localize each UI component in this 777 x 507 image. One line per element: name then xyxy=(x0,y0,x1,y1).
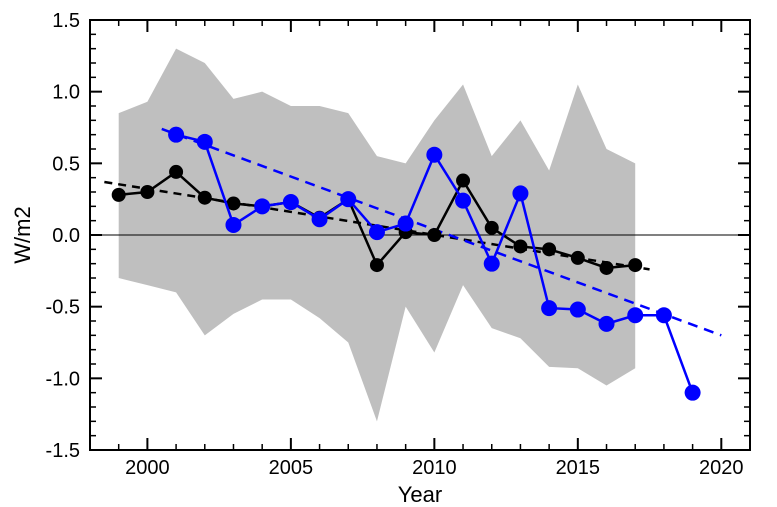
black-series-marker xyxy=(571,251,585,265)
black-series-marker xyxy=(370,258,384,272)
blue-series-marker xyxy=(455,193,471,209)
blue-series-marker xyxy=(168,127,184,143)
blue-series-marker xyxy=(340,191,356,207)
blue-series-marker xyxy=(599,316,615,332)
blue-series-marker xyxy=(627,307,643,323)
blue-series-marker xyxy=(426,147,442,163)
blue-series-marker xyxy=(312,211,328,227)
x-tick-label: 2015 xyxy=(556,457,601,479)
x-tick-label: 2010 xyxy=(412,457,457,479)
blue-series-marker xyxy=(197,134,213,150)
black-series-marker xyxy=(112,188,126,202)
blue-series-marker xyxy=(541,300,557,316)
y-tick-label: 0.0 xyxy=(52,225,80,247)
black-series-marker xyxy=(542,242,556,256)
y-tick-label: -0.5 xyxy=(46,297,80,319)
x-tick-label: 2005 xyxy=(269,457,314,479)
black-series-marker xyxy=(600,261,614,275)
blue-series-marker xyxy=(656,307,672,323)
y-tick-label: -1.0 xyxy=(46,368,80,390)
black-series-marker xyxy=(485,221,499,235)
blue-series-marker xyxy=(225,217,241,233)
black-series-marker xyxy=(198,191,212,205)
x-axis-label: Year xyxy=(398,482,442,507)
blue-series-marker xyxy=(512,185,528,201)
blue-series-marker xyxy=(283,194,299,210)
y-tick-label: 0.5 xyxy=(52,153,80,175)
black-series-marker xyxy=(427,228,441,242)
y-tick-label: 1.0 xyxy=(52,82,80,104)
y-axis-label: W/m2 xyxy=(10,206,35,263)
blue-series-marker xyxy=(254,198,270,214)
chart-container: 2000 2005 2010 2015 2020 -1.5 -1.0 -0.5 0.0 0.5 1.… xyxy=(0,0,777,507)
blue-series-marker xyxy=(398,216,414,232)
blue-series-marker xyxy=(570,302,586,318)
blue-series-marker xyxy=(484,256,500,272)
black-series-marker xyxy=(628,258,642,272)
blue-series-marker xyxy=(369,224,385,240)
blue-series-marker xyxy=(685,385,701,401)
x-tick-label: 2020 xyxy=(699,457,744,479)
chart-svg: 2000 2005 2010 2015 2020 -1.5 -1.0 -0.5 0.0 0.5 1.… xyxy=(0,0,777,507)
black-series-marker xyxy=(513,239,527,253)
y-tick-label: -1.5 xyxy=(46,440,80,462)
x-tick-label: 2000 xyxy=(125,457,170,479)
black-series-marker xyxy=(140,185,154,199)
black-series-marker xyxy=(456,174,470,188)
black-series-marker xyxy=(169,165,183,179)
y-tick-label: 1.5 xyxy=(52,10,80,32)
